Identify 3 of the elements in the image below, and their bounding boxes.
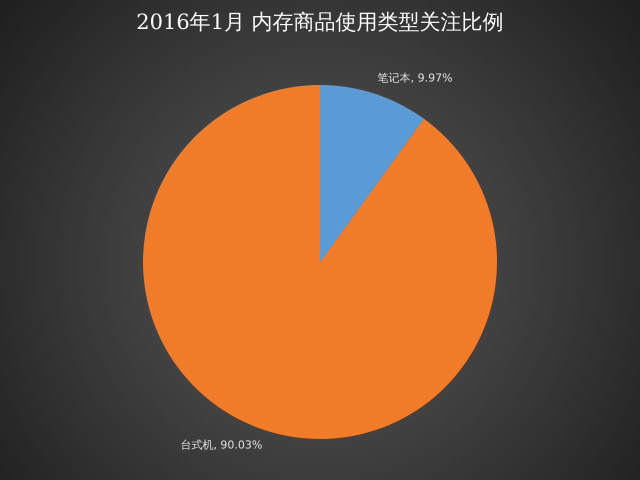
slice-label: 台式机, 90.03% [180,438,262,452]
chart-title: 2016年1月 内存商品使用类型关注比例 [135,9,505,36]
slice-label: 笔记本, 9.97% [378,71,453,84]
